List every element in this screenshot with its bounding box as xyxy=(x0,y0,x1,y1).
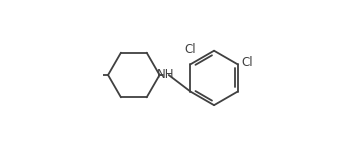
Text: Cl: Cl xyxy=(241,56,253,69)
Text: NH: NH xyxy=(157,69,174,81)
Text: Cl: Cl xyxy=(184,43,196,56)
